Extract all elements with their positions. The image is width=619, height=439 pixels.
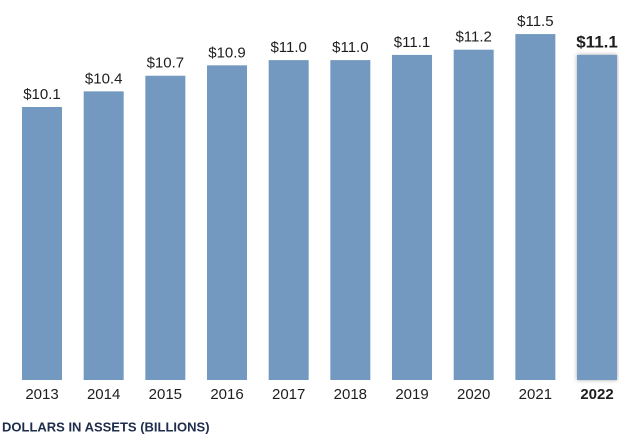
bar (453, 49, 494, 380)
value-label: $11.0 (332, 39, 368, 56)
value-label: $11.5 (517, 13, 553, 30)
value-label: $10.1 (23, 86, 61, 103)
bar (515, 34, 556, 381)
x-tick-label: 2015 (149, 386, 182, 403)
x-tick-label: 2022 (580, 386, 613, 403)
x-tick-label: 2013 (25, 386, 58, 403)
bar (207, 65, 248, 380)
value-label: $11.0 (270, 39, 306, 56)
bar (392, 54, 433, 380)
bar (268, 60, 309, 380)
x-tick-label: 2021 (519, 386, 552, 403)
value-label: $11.2 (455, 29, 491, 46)
value-label: $11.1 (576, 32, 618, 51)
axis-note: DOLLARS IN ASSETS (BILLIONS) (2, 419, 210, 434)
x-tick-label: 2019 (395, 386, 428, 403)
value-label: $10.4 (85, 70, 123, 87)
value-label: $10.9 (208, 44, 246, 61)
bar (83, 91, 124, 380)
x-tick-label: 2016 (210, 386, 243, 403)
value-label: $10.7 (147, 55, 185, 72)
x-tick-label: 2018 (334, 386, 367, 403)
x-tick-label: 2017 (272, 386, 305, 403)
bar (330, 60, 371, 380)
bar (577, 54, 618, 380)
x-tick-label: 2014 (87, 386, 120, 403)
bar (145, 75, 186, 380)
bar (22, 107, 62, 381)
x-tick-label: 2020 (457, 386, 490, 403)
value-label: $11.1 (394, 34, 430, 51)
